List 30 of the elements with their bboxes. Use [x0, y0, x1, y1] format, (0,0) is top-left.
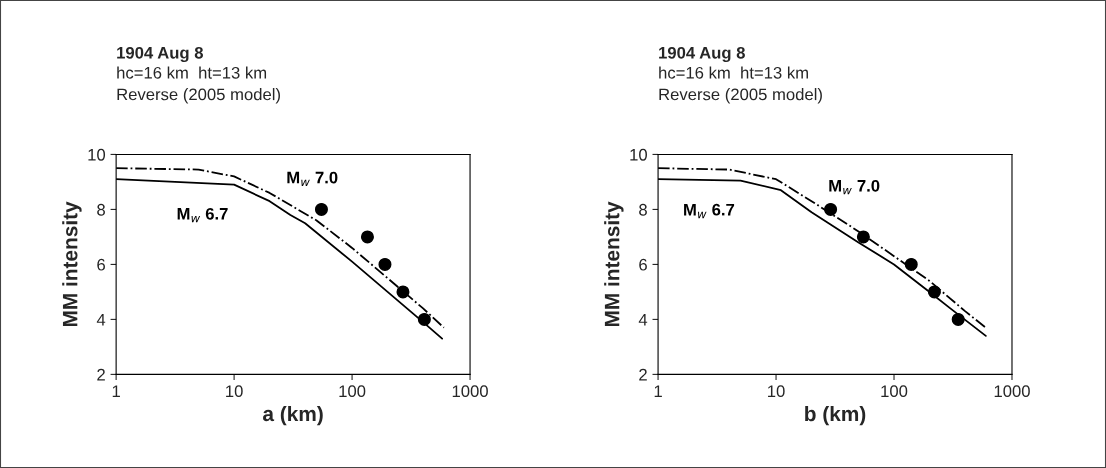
x-axis-title: a (km) — [263, 405, 323, 426]
y-tick-label: 10 — [630, 148, 647, 161]
y-tick-label: 4 — [638, 313, 648, 326]
series-label: M$_{w}$ 7.0 — [287, 171, 338, 187]
y-tick-label: 6 — [639, 258, 647, 271]
chart-title: 1904 Aug 8 — [659, 46, 745, 63]
x-tick-label: 1000 — [994, 385, 1030, 398]
chart-title: 1904 Aug 8 — [117, 46, 203, 63]
y-tick-label: 8 — [97, 203, 105, 216]
x-tick-label: 10 — [768, 385, 785, 398]
x-tick-label: 100 — [881, 385, 908, 398]
y-axis-title: MM intensity — [62, 201, 82, 327]
y-tick-label: 6 — [97, 258, 105, 271]
x-tick-label: 10 — [226, 385, 243, 398]
series-label: M$_{w}$ 6.7 — [177, 207, 228, 223]
chart-subtitle: hc=16 km ht=13 km Reverse (2005 model) — [117, 66, 280, 104]
y-tick-label: 2 — [639, 368, 647, 381]
y-tick-label: 8 — [639, 203, 647, 216]
y-tick-label: 10 — [88, 148, 106, 161]
y-tick-label: 4 — [96, 313, 106, 326]
chart-subtitle: hc=16 km ht=13 km Reverse (2005 model) — [659, 66, 822, 104]
series-label: M$_{w}$ 6.7 — [684, 203, 735, 219]
x-tick-label: 1 — [112, 385, 120, 397]
x-tick-label: 1 — [654, 385, 662, 397]
series-label: M$_{w}$ 7.0 — [829, 179, 880, 195]
x-axis-title: b (km) — [805, 405, 866, 426]
y-axis-title: MM intensity — [604, 201, 624, 327]
x-tick-label: 1000 — [452, 385, 488, 398]
y-tick-label: 2 — [97, 368, 105, 381]
x-tick-label: 100 — [339, 385, 366, 398]
